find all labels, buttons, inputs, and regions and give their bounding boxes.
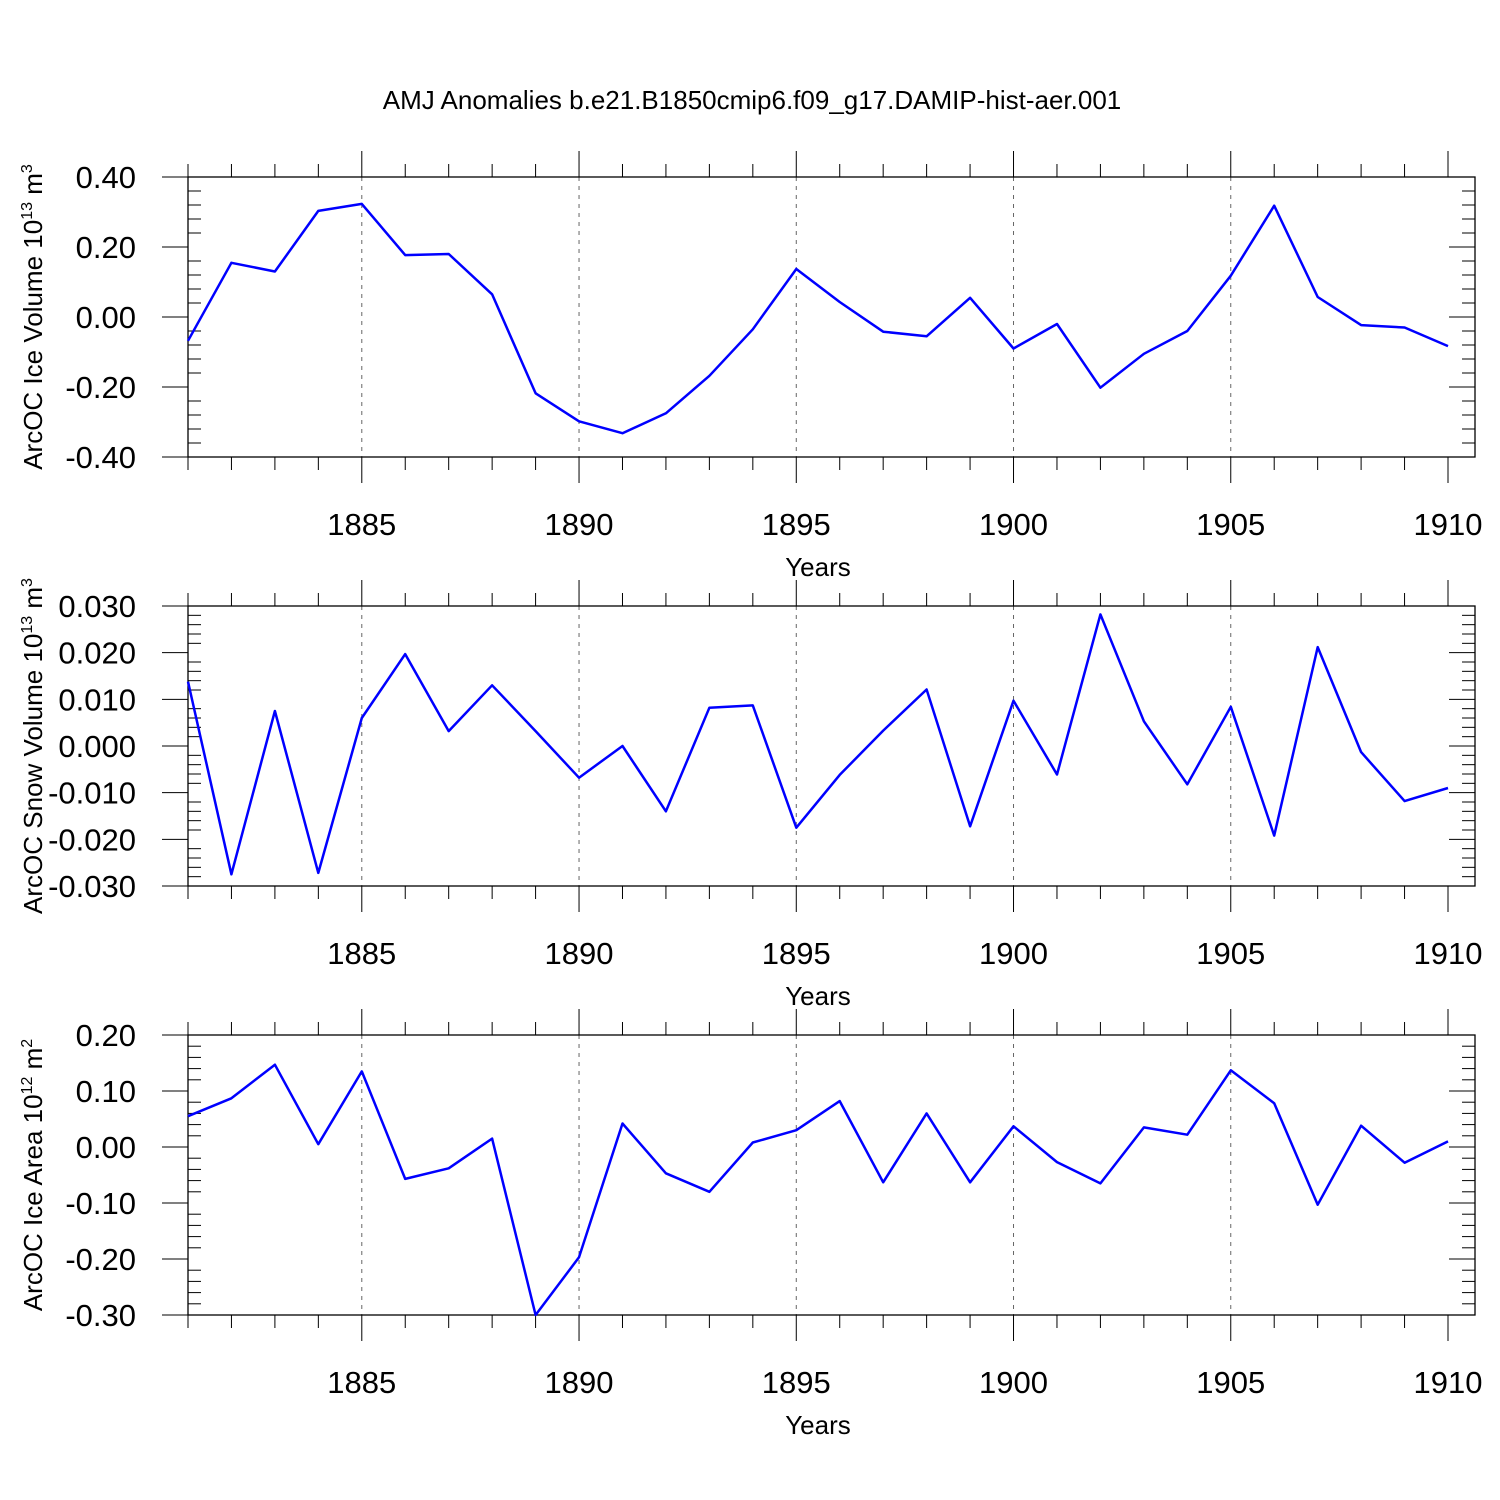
x-tick-label: 1910 (1414, 1365, 1483, 1400)
plot-frame (187, 605, 1476, 887)
plot-frame (187, 1034, 1476, 1316)
y-tick-label: 0.020 (58, 636, 136, 671)
y-axis-label-text: ArcOC Snow Volume 10 (18, 634, 48, 914)
x-tick-label: 1890 (545, 936, 614, 971)
x-tick-label: 1895 (762, 1365, 831, 1400)
y-axis-label: ArcOC Ice Volume 1013 m3 (18, 164, 48, 470)
x-tick-label: 1900 (979, 507, 1048, 542)
y-axis-label-text: ArcOC Ice Area 10 (18, 1094, 48, 1311)
y-axis-label-exponent: 13 (19, 616, 36, 634)
y-axis-label-unit: m (18, 173, 48, 202)
y-tick-label: 0.00 (76, 300, 136, 335)
y-axis-label-unit-exponent: 3 (19, 164, 36, 173)
y-axis-label: ArcOC Snow Volume 1013 m3 (18, 578, 48, 914)
x-tick-label: 1900 (979, 1365, 1048, 1400)
y-tick-label: 0.10 (76, 1074, 136, 1109)
panel-3: -0.30 -0.20 -0.10 0.00 0.10 0.20 1885 1890 1895 1… (18, 1009, 1482, 1440)
y-axis-label-text: ArcOC Ice Volume 10 (18, 220, 48, 470)
x-tick-label: 1910 (1414, 507, 1483, 542)
y-axis-label-exponent: 12 (19, 1077, 36, 1095)
y-tick-label: 0.40 (76, 160, 136, 195)
x-tick-label: 1910 (1414, 936, 1483, 971)
y-axis-label-unit: m (18, 1048, 48, 1077)
y-tick-label: -0.20 (65, 370, 136, 405)
panel-2: -0.030 -0.020 -0.010 0.000 0.010 0.020 0.030 18… (18, 578, 1482, 1011)
y-tick-label: -0.030 (48, 869, 136, 904)
y-tick-label: 0.20 (76, 1018, 136, 1053)
figure-title: AMJ Anomalies b.e21.B1850cmip6.f09_g17.D… (383, 85, 1122, 115)
panel-1: -0.40 -0.20 0.00 0.20 0.40 1885 1890 1895 1900 19… (18, 151, 1482, 582)
x-tick-label: 1895 (762, 936, 831, 971)
series-line (186, 613, 1449, 876)
y-tick-label: -0.30 (65, 1298, 136, 1333)
y-tick-label: 0.030 (58, 589, 136, 624)
x-axis-label: Years (785, 1410, 851, 1440)
y-tick-label: 0.000 (58, 729, 136, 764)
y-tick-label: -0.10 (65, 1186, 136, 1221)
series-line (186, 202, 1449, 435)
y-tick-label: -0.020 (48, 822, 136, 857)
y-tick-label: -0.20 (65, 1242, 136, 1277)
y-tick-label: 0.010 (58, 682, 136, 717)
x-tick-label: 1885 (327, 507, 396, 542)
x-tick-label: 1885 (327, 1365, 396, 1400)
y-axis-label-unit-exponent: 2 (19, 1039, 36, 1048)
x-tick-label: 1890 (545, 1365, 614, 1400)
y-axis-label-unit-exponent: 3 (19, 578, 36, 587)
x-tick-label: 1895 (762, 507, 831, 542)
x-axis-label: Years (785, 552, 851, 582)
x-axis-label: Years (785, 981, 851, 1011)
y-axis-label-unit: m (18, 587, 48, 616)
plot-frame (187, 176, 1476, 458)
x-tick-label: 1905 (1196, 507, 1265, 542)
y-axis-label-exponent: 13 (19, 202, 36, 220)
x-tick-label: 1905 (1196, 936, 1265, 971)
x-tick-label: 1885 (327, 936, 396, 971)
x-tick-label: 1905 (1196, 1365, 1265, 1400)
y-tick-label: -0.010 (48, 776, 136, 811)
series-line (187, 1063, 1449, 1317)
x-tick-label: 1890 (545, 507, 614, 542)
x-tick-label: 1900 (979, 936, 1048, 971)
y-tick-label: 0.00 (76, 1130, 136, 1165)
y-tick-label: 0.20 (76, 230, 136, 265)
y-axis-label: ArcOC Ice Area 1012 m2 (18, 1039, 48, 1311)
y-tick-label: -0.40 (65, 440, 136, 475)
